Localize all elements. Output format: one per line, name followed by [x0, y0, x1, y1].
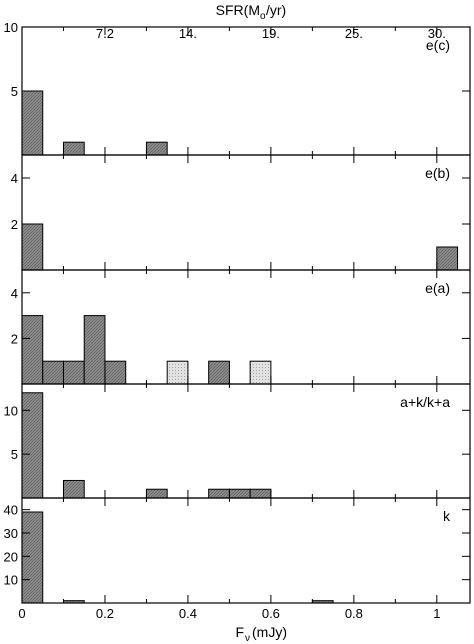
bottom-axis-title: F ν (mJy)	[235, 624, 287, 644]
histogram-bar	[249, 360, 272, 385]
x-tick-label: 0	[18, 606, 25, 621]
histogram-bar	[436, 246, 459, 271]
y-tick-label: 30	[4, 526, 18, 541]
histogram-bar	[166, 360, 189, 385]
histogram-bar	[21, 511, 44, 604]
y-tick-label: 10	[4, 573, 18, 588]
histogram-bar	[21, 392, 44, 499]
panel-label: k	[443, 508, 451, 524]
y-tick-label: 40	[4, 503, 18, 518]
top-axis-title-prefix: SFR(M	[216, 2, 260, 18]
y-tick-label: 20	[4, 549, 18, 564]
y-tick-label: 4	[11, 286, 18, 301]
panel-label: e(a)	[425, 280, 450, 296]
y-tick-label: 10	[4, 403, 18, 418]
panel-1: 5 10 e(c)	[4, 20, 471, 156]
histogram-bar	[145, 141, 168, 156]
x-tick-label: 0.2	[96, 606, 114, 621]
histogram-bar	[21, 90, 44, 156]
y-tick-label: 10	[4, 20, 18, 35]
histogram-bar	[21, 315, 44, 385]
panel-label: a+k/k+a	[400, 394, 450, 410]
top-axis-title-sub: o	[260, 11, 266, 22]
x-tick-label: 0.4	[179, 606, 197, 621]
bottom-axis-tick-labels: 0 0.2 0.4 0.6 0.8 1	[18, 606, 440, 621]
top-axis-title-suffix: /yr)	[266, 2, 286, 18]
top-axis-title: SFR(M o /yr)	[216, 2, 287, 22]
x-tick-label: 1	[433, 606, 440, 621]
panel-4: 5 10 a+k/k+a	[4, 383, 471, 499]
panel-frame	[21, 497, 471, 604]
histogram-bar	[208, 488, 230, 499]
bottom-axis-title-unit: (mJy)	[252, 624, 287, 640]
y-tick-label: 2	[11, 217, 18, 232]
histogram-bar	[62, 479, 85, 499]
x-tick-label: 0.6	[262, 606, 280, 621]
panel-label: e(c)	[426, 37, 450, 53]
histogram-bar	[145, 488, 168, 499]
x-tick-label: 0.8	[345, 606, 363, 621]
histogram-bar	[249, 488, 272, 499]
y-tick-label: 5	[11, 84, 18, 99]
panel-frame	[21, 154, 471, 271]
histogram-bar	[42, 360, 64, 385]
panel-3: 2 4 e(a)	[11, 269, 471, 385]
bottom-axis-title-main: F	[235, 624, 244, 640]
bottom-axis-title-sub: ν	[245, 633, 250, 644]
histogram-bar	[62, 141, 85, 156]
panel-frame	[21, 26, 471, 156]
y-tick-label: 5	[11, 447, 18, 462]
panel-2: 2 4 e(b)	[11, 154, 471, 271]
histogram-bar	[62, 360, 85, 385]
histogram-panels: 5 10 e(c) 2 4 e(b) 2 4 e(a) 5 10 a+k/k+a 10 20 30 40 k	[4, 20, 471, 604]
y-tick-label: 4	[11, 171, 18, 186]
panel-label: e(b)	[425, 165, 450, 181]
histogram-bar	[228, 488, 251, 499]
histogram-bar	[83, 315, 106, 385]
histogram-bar	[208, 360, 230, 385]
histogram-bar	[21, 223, 44, 271]
y-tick-label: 2	[11, 331, 18, 346]
panel-5: 10 20 30 40 k	[4, 497, 471, 604]
histogram-bar	[104, 360, 127, 385]
